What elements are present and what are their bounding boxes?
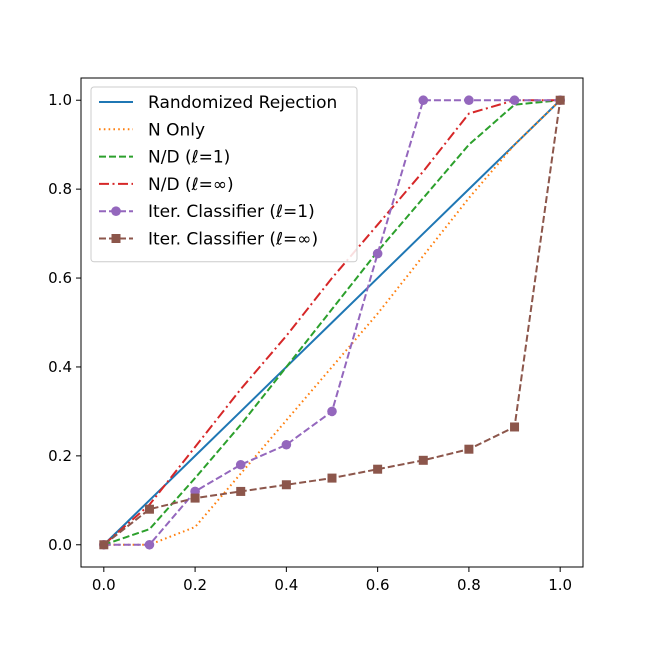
y-tick-label: 0.6 [48, 269, 72, 287]
legend-label: N/D (ℓ=1) [148, 148, 230, 168]
legend-label: N/D (ℓ=∞) [148, 175, 234, 195]
series-line [103, 99, 561, 546]
x-tick-label: 0.2 [183, 576, 207, 594]
series-3 [103, 99, 561, 546]
x-tick-label: 0.8 [457, 576, 481, 594]
x-tick-label: 1.0 [548, 576, 572, 594]
y-tick-label: 1.0 [48, 91, 72, 109]
data-point-marker [509, 95, 520, 106]
series-line [103, 99, 561, 546]
series-5 [99, 95, 565, 550]
legend-marker [111, 206, 121, 216]
data-point-marker [327, 406, 337, 417]
data-point-marker [281, 439, 292, 450]
legend-item: N/D (ℓ=∞) [99, 175, 234, 195]
legend-label: N Only [148, 120, 205, 140]
data-point-marker [372, 248, 383, 259]
series-0 [103, 99, 561, 546]
y-tick-label: 0.4 [48, 358, 72, 376]
y-tick-label: 0.8 [48, 180, 72, 198]
series-layer [99, 95, 565, 550]
data-point-marker [373, 464, 383, 474]
data-point-marker [144, 539, 155, 550]
legend-label: Iter. Classifier (ℓ=1) [148, 202, 315, 222]
legend-item: Randomized Rejection [99, 93, 337, 113]
data-point-marker [190, 493, 200, 503]
plot-frame [80, 77, 584, 568]
axis-ticks: 0.0 0.2 0.4 0.6 0.8 1.0 0.0 0.2 0.4 0.6 0.8 1.0 [48, 91, 572, 594]
series-1 [103, 99, 561, 546]
legend-marker [111, 234, 121, 243]
data-point-marker [464, 444, 474, 454]
data-point-marker [555, 95, 565, 105]
data-point-marker [236, 486, 246, 496]
legend-label: Randomized Rejection [148, 93, 337, 113]
x-tick-label: 0.4 [274, 576, 298, 594]
data-point-marker [99, 540, 109, 550]
series-line [103, 99, 561, 546]
data-point-marker [235, 459, 246, 470]
data-point-marker [281, 480, 291, 490]
legend-item: N Only [99, 120, 205, 140]
legend-label: Iter. Classifier (ℓ=∞) [148, 230, 318, 250]
legend: Randomized Rejection N Only N/D (ℓ=1) N/D (… [90, 86, 358, 263]
y-tick-label: 0.2 [48, 447, 72, 465]
x-tick-label: 0.6 [366, 576, 390, 594]
data-point-marker [464, 95, 474, 106]
y-tick-label: 0.0 [48, 536, 72, 554]
series-line [103, 99, 561, 546]
data-point-marker [418, 95, 429, 106]
legend-box [90, 86, 358, 263]
legend-item: Iter. Classifier (ℓ=1) [99, 202, 315, 222]
data-point-marker [144, 504, 154, 514]
x-tick-label: 0.0 [92, 576, 116, 594]
series-2 [103, 99, 561, 546]
data-point-marker [418, 455, 428, 465]
data-point-marker [327, 473, 337, 483]
legend-item: N/D (ℓ=1) [99, 148, 230, 168]
legend-item: Iter. Classifier (ℓ=∞) [99, 230, 318, 250]
data-point-marker [510, 422, 520, 432]
